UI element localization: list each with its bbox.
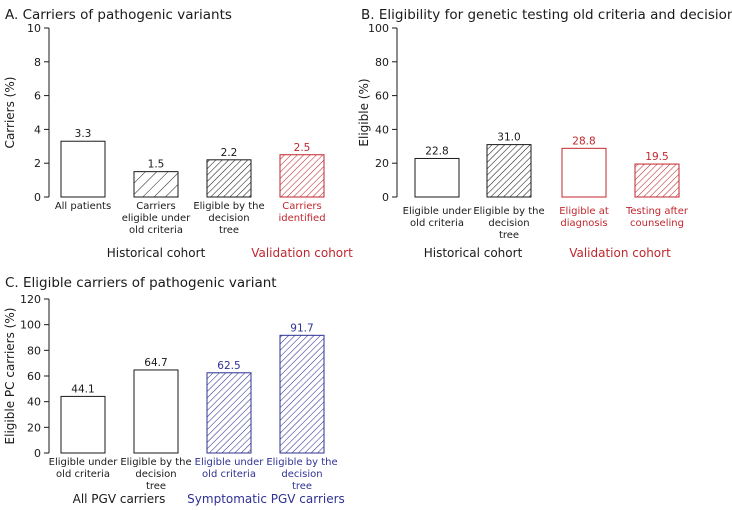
category-label-line: Carriers	[282, 201, 321, 212]
category-label-line: Eligible under	[49, 457, 119, 468]
bar-value-label: 2.5	[294, 142, 311, 154]
y-tick-label: 80	[375, 56, 389, 69]
panel-a-chart: A. Carriers of pathogenic variants Carrie…	[3, 7, 353, 260]
category-label-line: tree	[292, 481, 312, 492]
category-label-line: tree	[499, 230, 519, 241]
bar-value-label: 19.5	[645, 151, 668, 163]
y-tick-label: 0	[382, 191, 389, 204]
y-tick-label: 10	[27, 22, 41, 35]
category-label-line: identified	[278, 213, 325, 224]
category-label-line: old criteria	[410, 218, 464, 229]
y-tick-label: 100	[368, 22, 389, 35]
bar-value-label: 22.8	[425, 145, 448, 157]
category-label: Eligible by the decision tree	[473, 206, 544, 241]
y-axis-label: Carriers (%)	[3, 77, 17, 149]
y-tick-label: 0	[34, 191, 41, 204]
bar-value-label: 28.8	[572, 135, 595, 147]
category-label-line: Eligible under	[195, 457, 265, 468]
bar-value-label: 62.5	[217, 360, 240, 372]
bar-value-label: 91.7	[290, 322, 313, 334]
y-tick-label: 6	[34, 90, 41, 103]
bar-value-label: 64.7	[144, 357, 167, 369]
category-label: Eligible under old criteria	[195, 457, 265, 480]
category-label-line: Eligible by the	[193, 201, 264, 212]
bar-value-label: 1.5	[148, 159, 165, 171]
category-label-line: decision	[488, 218, 529, 229]
category-label-line: Carriers	[136, 201, 175, 212]
panel-b-title: B. Eligibility for genetic testing old c…	[361, 7, 732, 23]
category-label-line: counseling	[630, 218, 684, 229]
bar	[206, 159, 252, 198]
category-label-line: Eligible by the	[266, 457, 337, 468]
category-label-line: eligible under	[122, 213, 191, 224]
bar	[486, 144, 532, 198]
bar-value-label: 2.2	[221, 147, 238, 159]
group-label: All PGV carriers	[73, 492, 166, 506]
bar	[133, 369, 179, 454]
y-tick-label: 20	[27, 421, 41, 434]
category-label-line: All patients	[55, 201, 111, 212]
category-label-line: decision	[208, 213, 249, 224]
y-tick-label: 40	[375, 123, 389, 136]
category-label-line: Eligible under	[403, 206, 473, 217]
bar	[60, 395, 106, 454]
category-label-line: tree	[146, 481, 166, 492]
category-label: Eligible under old criteria	[403, 206, 473, 229]
y-tick-label: 0	[34, 447, 41, 460]
bar-value-label: 44.1	[71, 383, 94, 395]
bar-value-label: 3.3	[75, 128, 92, 140]
bar	[414, 157, 460, 198]
category-label: Eligible by the decision tree	[120, 457, 191, 492]
bar	[561, 147, 607, 198]
category-label-line: diagnosis	[560, 218, 607, 229]
panel-b-chart: B. Eligibility for genetic testing old c…	[357, 7, 732, 260]
y-tick-label: 8	[34, 56, 41, 69]
bar	[60, 140, 106, 198]
category-label-line: decision	[281, 469, 322, 480]
group-label: Validation cohort	[569, 246, 671, 260]
y-tick-label: 20	[375, 157, 389, 170]
category-label: All patients	[55, 201, 111, 212]
category-label: Testing after counseling	[625, 206, 689, 229]
category-label-line: old criteria	[202, 469, 256, 480]
category-label-line: Eligible at	[559, 206, 609, 217]
bar	[634, 163, 680, 198]
bar	[133, 171, 179, 198]
y-tick-label: 60	[27, 370, 41, 383]
category-label-line: Testing after	[625, 206, 689, 217]
group-label: Historical cohort	[107, 246, 206, 260]
category-label: Carriers identified	[278, 201, 325, 224]
bar	[279, 334, 325, 454]
y-tick-label: 4	[34, 123, 41, 136]
category-label-line: Eligible by the	[120, 457, 191, 468]
category-label: Carriers eligible under old criteria	[122, 201, 191, 236]
category-label-line: old criteria	[56, 469, 110, 480]
y-tick-label: 40	[27, 396, 41, 409]
category-label-line: tree	[219, 225, 239, 236]
category-label: Eligible by the decision tree	[266, 457, 337, 492]
panel-c-title: C. Eligible carriers of pathogenic varia…	[5, 275, 277, 291]
y-tick-label: 120	[20, 293, 41, 306]
category-label: Eligible under old criteria	[49, 457, 119, 480]
y-tick-label: 100	[20, 319, 41, 332]
y-axis-label: Eligible (%)	[357, 78, 371, 146]
category-label: Eligible by the decision tree	[193, 201, 264, 236]
y-tick-label: 2	[34, 157, 41, 170]
group-label: Validation cohort	[251, 246, 353, 260]
category-label: Eligible at diagnosis	[559, 206, 609, 229]
bar-value-label: 31.0	[497, 132, 520, 144]
group-label: Historical cohort	[424, 246, 523, 260]
bar	[206, 372, 252, 454]
panel-c-chart: C. Eligible carriers of pathogenic varia…	[3, 275, 345, 506]
y-tick-label: 80	[27, 344, 41, 357]
group-label: Symptomatic PGV carriers	[187, 492, 345, 506]
y-axis-label: Eligible PC carriers (%)	[3, 308, 17, 445]
bar	[279, 154, 325, 198]
y-tick-label: 60	[375, 90, 389, 103]
category-label-line: Eligible by the	[473, 206, 544, 217]
panel-a-title: A. Carriers of pathogenic variants	[5, 7, 232, 23]
category-label-line: old criteria	[129, 225, 183, 236]
category-label-line: decision	[135, 469, 176, 480]
